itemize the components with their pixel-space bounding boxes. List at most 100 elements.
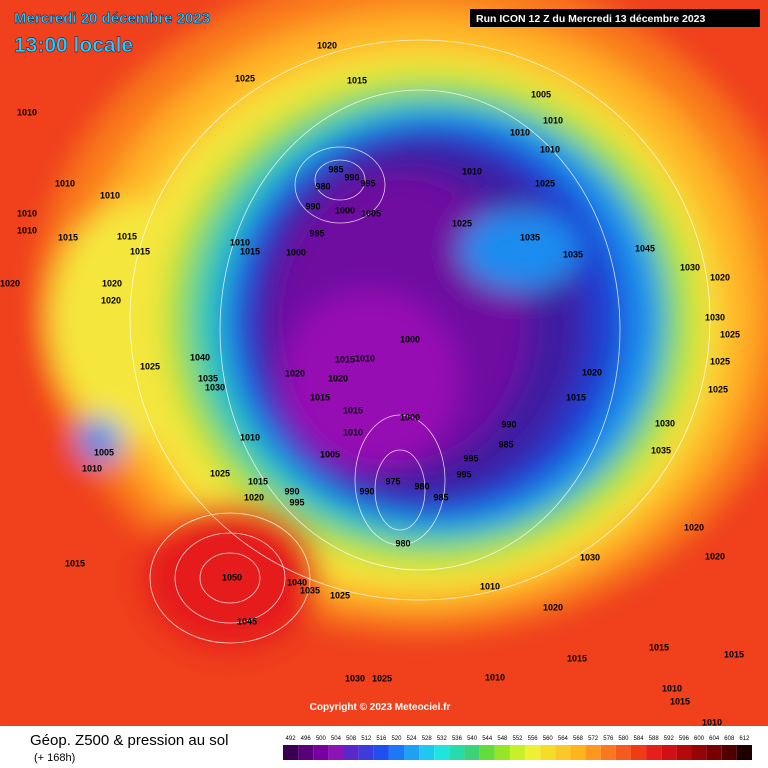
colorbar-cell: [706, 745, 722, 760]
isobar-label: 1020: [0, 278, 20, 288]
isobar-label: 990: [284, 486, 299, 496]
legend-title: Géop. Z500 & pression au sol: [30, 732, 228, 749]
isobar-label: 1045: [635, 243, 655, 253]
colorbar-cell: [600, 745, 616, 760]
isobar-label: 1015: [724, 649, 744, 659]
colorbar-cell: [630, 745, 647, 760]
isobar-label: 1035: [520, 232, 540, 242]
isobar-label: 995: [289, 497, 304, 507]
isobar-label: 1020: [102, 278, 122, 288]
isobar-label: 1015: [649, 642, 669, 652]
isobar-label: 985: [328, 164, 343, 174]
isobar-label: 1035: [563, 249, 583, 259]
isobar-label: 1020: [684, 522, 704, 532]
isobar-label: 990: [359, 486, 374, 496]
isobar-label: 1030: [680, 262, 700, 272]
isobar-label: 1005: [361, 208, 381, 218]
run-info: Run ICON 12 Z du Mercredi 13 décembre 20…: [476, 13, 705, 25]
isobar-label: 1025: [235, 73, 255, 83]
colorbar-label: 512: [361, 736, 372, 742]
colorbar-label: 592: [664, 736, 675, 742]
isobar-label: 995: [463, 453, 478, 463]
isobar-label: 1000: [400, 412, 420, 422]
isobar-label: 1030: [705, 312, 725, 322]
isobar-label: 1040: [190, 352, 210, 362]
isobar-label: 1005: [94, 447, 114, 457]
isobar-label: 1030: [205, 382, 225, 392]
isobar-label: 1010: [485, 672, 505, 682]
colorbar-cell: [585, 745, 601, 760]
isobar-label: 1015: [567, 653, 587, 663]
isobar-label: 1010: [17, 208, 37, 218]
run-box: [470, 9, 760, 27]
isobar-label: 1010: [462, 166, 482, 176]
isobar-label: 1050: [222, 572, 242, 582]
isobar-label: 995: [456, 469, 471, 479]
colorbar-label: 604: [709, 736, 720, 742]
colorbar-label: 612: [739, 736, 750, 742]
isobar-label: 990: [305, 201, 320, 211]
colorbar-label: 556: [528, 736, 539, 742]
isobar-label: 1020: [328, 373, 348, 383]
isobar-label: 985: [498, 439, 513, 449]
isobar-label: 995: [309, 228, 324, 238]
colorbar-cell: [404, 745, 420, 760]
isobar-label: 1040: [287, 577, 307, 587]
isobar-label: 1025: [710, 356, 730, 366]
isobar-label: 1020: [101, 295, 121, 305]
colorbar-label: 580: [618, 736, 629, 742]
isobar-label: 1010: [343, 427, 363, 437]
isobar-label: 1010: [662, 683, 682, 693]
isobar-label: 1005: [531, 89, 551, 99]
isobar-label: 1010: [55, 178, 75, 188]
isobar-label: 1020: [543, 602, 563, 612]
colorbar-cell: [313, 745, 329, 760]
colorbar-cell: [479, 745, 495, 760]
colorbar-cell: [570, 745, 586, 760]
isobar-label: 1015: [130, 246, 150, 256]
isobar-label: 990: [501, 419, 516, 429]
isobar-label: 1025: [210, 468, 230, 478]
colorbar-cell: [540, 745, 556, 760]
colorbar-cell: [691, 745, 707, 760]
isobar-label: 1020: [244, 492, 264, 502]
isobar-label: 1020: [317, 40, 337, 50]
isobar-label: 995: [360, 178, 375, 188]
isobar-label: 1010: [510, 127, 530, 137]
isobar-label: 1035: [198, 373, 218, 383]
isobar-label: 1010: [702, 717, 722, 727]
colorbar-cell: [358, 745, 374, 760]
colorbar-label: 496: [301, 736, 312, 742]
isobar-label: 985: [433, 492, 448, 502]
isobar-label: 1025: [452, 218, 472, 228]
isobar-label: 1010: [17, 225, 37, 235]
isobar-label: 1020: [710, 272, 730, 282]
isobar-label: 1015: [347, 75, 367, 85]
colorbar-label: 588: [649, 736, 660, 742]
colorbar-label: 608: [724, 736, 735, 742]
isobar-label: 1035: [300, 585, 320, 595]
colorbar-label: 596: [679, 736, 690, 742]
isobar-label: 990: [344, 172, 359, 182]
colorbar-label: 568: [573, 736, 584, 742]
isobar-label: 1010: [17, 107, 37, 117]
colorbar-cell: [373, 745, 389, 760]
colorbar-label: 504: [331, 736, 342, 742]
colorbar-label: 516: [376, 736, 387, 742]
colorbar-cell: [661, 745, 677, 760]
colorbar-cell: [646, 745, 662, 760]
colorbar-label: 520: [391, 736, 402, 742]
colorbar-label: 532: [437, 736, 448, 742]
isobar-label: 1030: [655, 418, 675, 428]
colorbar-cell: [736, 745, 752, 760]
colorbar-cell: [419, 745, 435, 760]
colorbar: 492 496 500 504 508 512 516 520 524 528 532 536 540 5…: [283, 736, 752, 760]
colorbar-cell: [494, 745, 510, 760]
isobar-label: 1010: [355, 353, 375, 363]
colorbar-label: 528: [422, 736, 433, 742]
isobar-label: 1025: [140, 361, 160, 371]
isobar-label: 1030: [345, 673, 365, 683]
isobar-label: 1015: [240, 246, 260, 256]
